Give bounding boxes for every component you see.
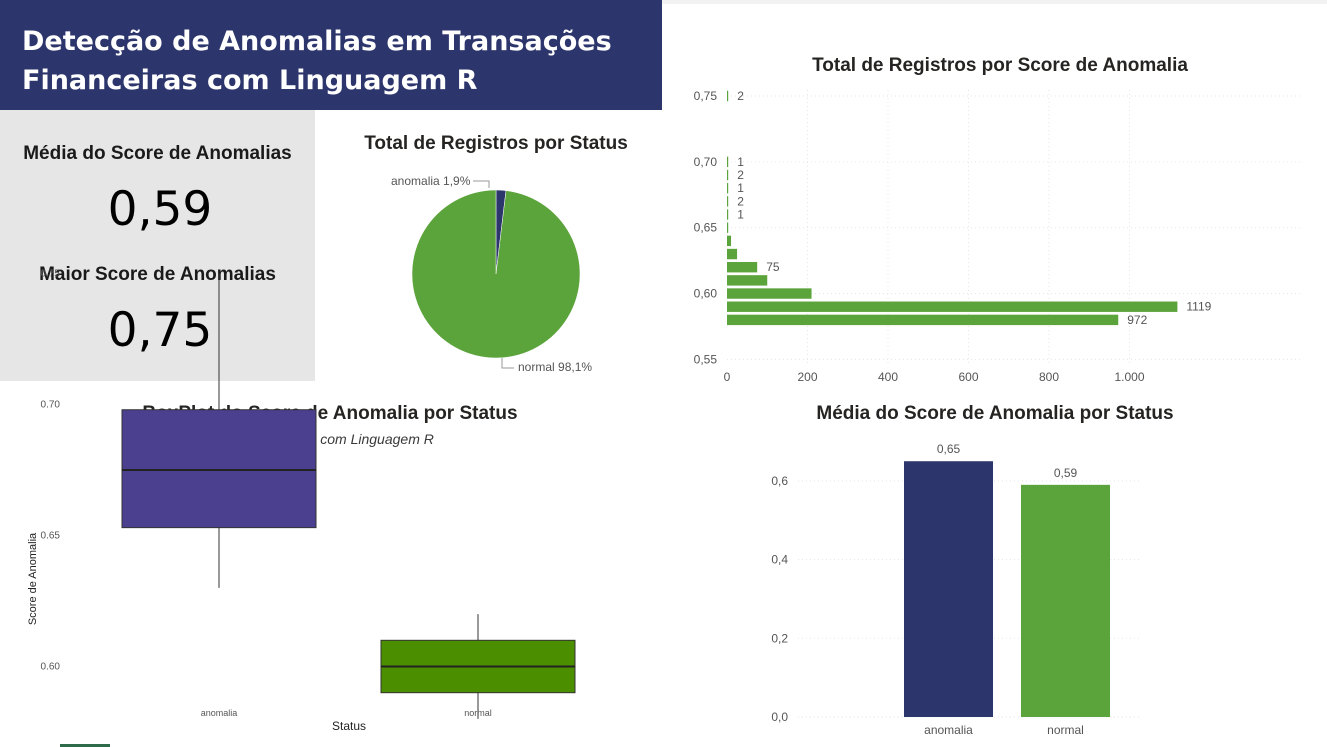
hist-bar bbox=[727, 222, 729, 233]
top-rule bbox=[662, 0, 1327, 4]
box-xtick-label: normal bbox=[464, 708, 492, 718]
box-ylabel: Score de Anomalia bbox=[27, 532, 39, 625]
hist-bar bbox=[727, 314, 1119, 326]
box-ytick-label: 0.70 bbox=[41, 400, 61, 411]
kpi-mean-label: Média do Score de Anomalias bbox=[23, 143, 292, 164]
box-xlabel: Status bbox=[332, 719, 366, 733]
hist-bar-label: 1 bbox=[737, 208, 744, 222]
hist-bar bbox=[727, 248, 738, 260]
hist-bar-label: 1119 bbox=[1186, 300, 1211, 314]
hist-bar bbox=[727, 235, 732, 247]
hist-xtick-label: 400 bbox=[878, 370, 898, 384]
hist-bar bbox=[727, 288, 812, 299]
mean-bar-value-label: 0,59 bbox=[1054, 466, 1078, 480]
hist-chart: 0 200 400 600 800 1.000 0,55 0,60 0,65 0,70 0,75 97… bbox=[694, 89, 1300, 384]
kpi-mean-value: 0,59 bbox=[107, 182, 213, 237]
dashboard-title: Detecção de Anomalias em Transações Fina… bbox=[22, 26, 612, 96]
box-ytick-label: 0.75 bbox=[41, 269, 61, 280]
pie-label-anomalia: anomalia 1,9% bbox=[391, 174, 471, 188]
mean-chart: 0,0 0,2 0,4 0,6 0,65 anomalia 0,59 normal bbox=[771, 442, 1140, 737]
hist-bar-label: 75 bbox=[766, 260, 780, 274]
box-chart: 0.60 0.65 0.70 0.75 Score de Anomalia Status a… bbox=[27, 269, 576, 733]
hist-bar bbox=[727, 301, 1178, 312]
page-accent bbox=[60, 744, 110, 747]
pie-chart-title: Total de Registros por Status bbox=[364, 133, 628, 154]
mean-ytick-label: 0,2 bbox=[771, 631, 788, 645]
hist-xtick-label: 0 bbox=[724, 370, 731, 384]
mean-bar-anomalia bbox=[904, 461, 993, 717]
kpi-max-label: Maior Score de Anomalias bbox=[39, 264, 276, 285]
box-chart-title: BoxPlot do Score de Anomalia por Status bbox=[142, 403, 518, 424]
mean-xtick-label: normal bbox=[1047, 723, 1084, 737]
hist-bar bbox=[727, 182, 729, 194]
box-ytick-label: 0.65 bbox=[41, 531, 61, 542]
hist-bar bbox=[727, 90, 729, 102]
pie-leader-normal bbox=[501, 358, 514, 369]
box-chart-subtitle: Gráfico Criado com Linguagem R bbox=[226, 431, 434, 447]
mean-bar-value-label: 0,65 bbox=[937, 442, 961, 456]
mean-ytick-label: 0,6 bbox=[771, 474, 788, 488]
kpi-panel: Média do Score de Anomalias 0,59 Maior S… bbox=[0, 110, 315, 381]
kpi-max-value: 0,75 bbox=[107, 303, 213, 358]
hist-ytick-label: 0,55 bbox=[694, 352, 718, 366]
box-xtick-label: anomalia bbox=[201, 708, 238, 718]
pie-slice-normal bbox=[411, 189, 581, 359]
hist-bar bbox=[727, 156, 729, 168]
hist-bar bbox=[727, 275, 768, 286]
box-ytick-label: 0.60 bbox=[41, 662, 61, 673]
hist-bar-label: 1 bbox=[737, 155, 744, 169]
mean-ytick-label: 0,4 bbox=[771, 553, 788, 567]
hist-chart-title: Total de Registros por Score de Anomalia bbox=[812, 55, 1188, 76]
box-iqr-anomalia bbox=[121, 409, 317, 529]
mean-xtick-label: anomalia bbox=[924, 723, 973, 737]
hist-ytick-label: 0,75 bbox=[694, 89, 718, 103]
hist-ytick-label: 0,65 bbox=[694, 221, 718, 235]
header-banner: Detecção de Anomalias em Transações Fina… bbox=[0, 0, 662, 110]
hist-bar bbox=[727, 209, 729, 220]
hist-bar-label: 972 bbox=[1127, 313, 1147, 327]
hist-xtick-label: 1.000 bbox=[1114, 370, 1144, 384]
hist-bar bbox=[727, 196, 729, 207]
mean-chart-title: Média do Score de Anomalia por Status bbox=[816, 403, 1174, 424]
mean-bar-normal bbox=[1021, 484, 1110, 717]
pie-leader-anomalia bbox=[473, 180, 490, 188]
mean-ytick-label: 0,0 bbox=[771, 710, 788, 724]
hist-bar-label: 2 bbox=[737, 89, 744, 103]
hist-ytick-label: 0,60 bbox=[694, 287, 718, 301]
hist-bar bbox=[727, 169, 729, 181]
pie-label-normal: normal 98,1% bbox=[518, 360, 592, 374]
hist-bar-label: 2 bbox=[737, 194, 744, 208]
hist-ytick-label: 0,70 bbox=[694, 155, 718, 169]
hist-xtick-label: 200 bbox=[797, 370, 817, 384]
hist-xtick-label: 800 bbox=[1039, 370, 1059, 384]
pie-chart: anomalia 1,9% normal 98,1% bbox=[391, 174, 592, 374]
hist-bar bbox=[727, 262, 758, 273]
hist-bar-label: 1 bbox=[737, 181, 744, 195]
hist-xtick-label: 600 bbox=[958, 370, 978, 384]
hist-bar-label: 2 bbox=[737, 168, 744, 182]
